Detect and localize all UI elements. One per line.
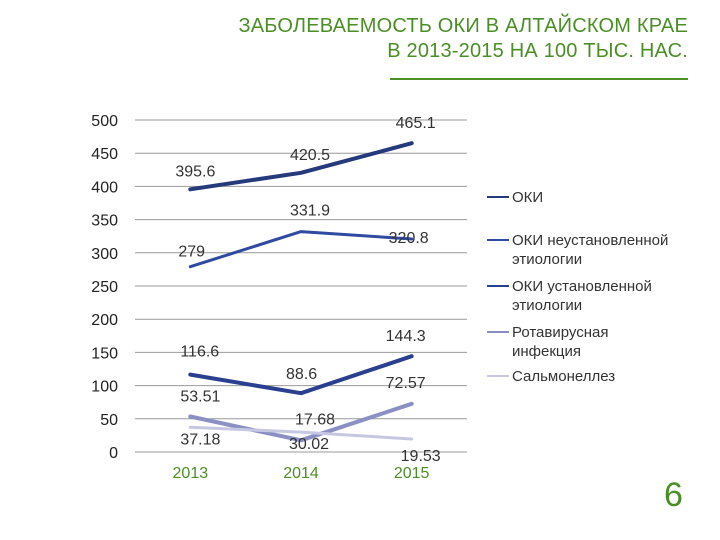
x-tick-label-2015: 2015 (394, 465, 430, 482)
legend-label-3: ОКИ установленной (512, 278, 652, 295)
data-label-s5-2013: 37.18 (180, 431, 220, 448)
slide-title-line2: В 2013-2015 НА 100 ТЫС. НАС. (387, 40, 688, 62)
y-tick-label-100: 100 (91, 379, 118, 396)
y-tick-label-250: 250 (91, 279, 118, 296)
data-label-s3-2014: 88.6 (286, 366, 317, 383)
legend-label-1: ОКИ (512, 189, 543, 206)
series-line-1 (188, 141, 414, 192)
legend-label-4-line2: инфекция (512, 343, 581, 360)
data-label-s3-2013: 116.6 (180, 344, 219, 361)
data-label-s4-2014: 17.68 (295, 411, 335, 428)
series-line-4 (188, 401, 414, 443)
y-tick-label-350: 350 (91, 213, 118, 230)
data-label-s4-2015: 72.57 (386, 375, 426, 392)
data-label-s4-2013: 53.51 (180, 388, 220, 405)
data-label-s1-2015: 465.1 (396, 115, 436, 132)
y-tick-label-450: 450 (91, 146, 118, 163)
data-label-s1-2014: 420.5 (290, 147, 330, 164)
data-label-s2-2013: 279 (178, 244, 205, 261)
data-label-s2-2014: 331.9 (290, 203, 330, 220)
series-line-5 (188, 425, 414, 441)
x-tick-label-2014: 2014 (283, 465, 319, 482)
data-label-s5-2014: 30.02 (289, 436, 329, 453)
series-line-3 (188, 354, 414, 396)
legend-label-5: Сальмонеллез (512, 368, 615, 385)
legend-label-3-line2: этиологии (512, 297, 582, 314)
y-tick-label-300: 300 (91, 246, 118, 263)
y-tick-label-50: 50 (100, 412, 118, 429)
y-tick-label-400: 400 (91, 179, 118, 196)
legend-label-2: ОКИ неустановленной (512, 232, 668, 249)
y-tick-label-200: 200 (91, 312, 118, 329)
slide-title-line1: ЗАБОЛЕВАЕМОСТЬ ОКИ В АЛТАЙСКОМ КРАЕ (238, 15, 688, 37)
y-tick-label-150: 150 (91, 345, 118, 362)
x-tick-label-2013: 2013 (173, 465, 209, 482)
legend-label-2-line2: этиологии (512, 251, 582, 268)
legend-label-4: Ротавирусная (512, 324, 609, 341)
page-number: 6 (664, 476, 683, 514)
y-tick-label-0: 0 (109, 445, 118, 462)
slide-title: ЗАБОЛЕВАЕМОСТЬ ОКИ В АЛТАЙСКОМ КРАЕ В 20… (238, 14, 688, 64)
data-label-s2-2015: 320.8 (389, 230, 429, 247)
data-label-s3-2015: 144.3 (386, 328, 426, 345)
y-tick-label-500: 500 (91, 113, 118, 130)
series-line-2 (188, 230, 414, 269)
title-underline (390, 78, 688, 80)
data-label-s5-2015: 19.53 (401, 448, 441, 465)
data-label-s1-2013: 395.6 (175, 163, 215, 180)
